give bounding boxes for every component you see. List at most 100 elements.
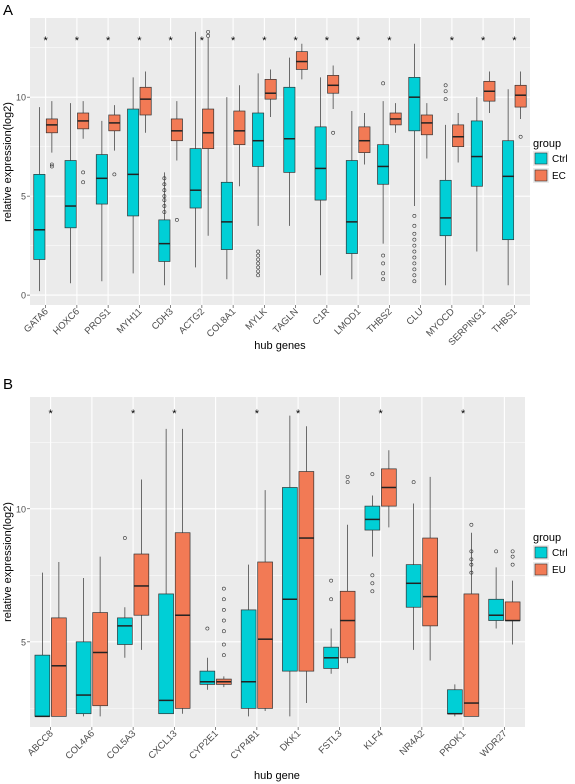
significance-mark: * <box>262 35 267 47</box>
panel-a-significance-marks: * * * * * * * * * * * * * * * <box>43 35 517 47</box>
outlier-point <box>381 261 386 266</box>
panel-b-boxes <box>34 415 521 718</box>
box-body <box>139 86 152 116</box>
outlier-point <box>443 89 448 94</box>
outlier-point <box>412 231 417 236</box>
box-body <box>283 86 296 173</box>
significance-mark: * <box>131 408 136 420</box>
box-ctrl-mylk <box>252 73 265 278</box>
box-eu-cyp2e1 <box>216 586 232 688</box>
significance-mark: * <box>481 35 486 47</box>
outlier-point <box>122 536 127 540</box>
outlier-point <box>510 554 515 559</box>
box-eu-nr4a2 <box>422 476 438 661</box>
x-tick-label: WDR27 <box>478 728 509 759</box>
panel-a-x-axis-title: hub genes <box>254 340 306 352</box>
x-tick-label: COL4A6 <box>63 728 97 762</box>
box-ctrl-c1r <box>314 77 327 276</box>
box-body <box>345 160 358 254</box>
box-eu-wdr27 <box>504 549 521 645</box>
box-body <box>95 154 108 205</box>
x-tick-label: CYP4B1 <box>228 728 262 762</box>
panel-b-legend-swatch-ctrl <box>534 546 548 559</box>
outlier-point <box>331 130 336 135</box>
outlier-point <box>370 581 375 586</box>
box-ec-myh11 <box>139 71 152 133</box>
box-body <box>158 219 171 262</box>
x-tick-label: LMOD1 <box>332 306 363 337</box>
panel-b-significance-marks: * * * * * * * <box>48 408 466 420</box>
significance-mark: * <box>450 35 455 47</box>
box-ec-gata6 <box>45 101 58 169</box>
significance-mark: * <box>75 35 80 47</box>
box-ctrl-myh11 <box>127 77 140 274</box>
outlier-point <box>221 629 226 634</box>
outlier-point <box>381 81 386 86</box>
box-ctrl-actg2 <box>189 31 202 268</box>
box-ec-c1r <box>327 65 340 135</box>
outlier-point <box>469 557 474 562</box>
y-tick-label: 0 <box>21 291 26 301</box>
box-ctrl-hoxc6 <box>64 103 77 284</box>
outlier-point <box>412 249 417 254</box>
x-tick-label: COL5A3 <box>105 728 139 762</box>
outlier-point <box>81 180 86 185</box>
outlier-point <box>221 608 226 612</box>
box-body <box>364 505 381 531</box>
outlier-point <box>206 29 211 34</box>
panel-b-y-tick-labels: 5 10 <box>16 504 30 647</box>
box-body <box>202 108 215 149</box>
box-ctrl-gata6 <box>33 107 46 292</box>
box-ec-myocd <box>452 113 465 163</box>
panel-a-y-tick-labels: 0 5 10 <box>16 93 30 301</box>
box-eu-cyp4b1 <box>257 490 273 712</box>
x-tick-label: GATA6 <box>22 306 51 335</box>
box-ctrl-cdh3 <box>158 172 171 286</box>
box-body <box>358 126 371 153</box>
y-tick-label: 10 <box>16 93 26 103</box>
box-body <box>117 617 133 645</box>
box-body <box>51 617 67 717</box>
outlier-point <box>81 170 86 175</box>
outlier-point <box>412 237 417 242</box>
box-ctrl-col4a6 <box>75 577 92 717</box>
outlier-point <box>381 277 386 282</box>
outlier-point <box>510 562 515 567</box>
outlier-point <box>518 134 523 139</box>
outlier-point <box>256 273 261 278</box>
significance-mark: * <box>168 35 173 47</box>
outlier-point <box>469 562 474 567</box>
panel-b-x-axis-title: hub gene <box>254 770 300 782</box>
box-body <box>504 601 521 621</box>
outlier-point <box>256 261 261 266</box>
panel-b-legend-label-ctrl: Ctrl <box>552 548 568 559</box>
y-tick-label: 10 <box>16 504 26 514</box>
x-tick-label: ABCC8 <box>26 728 56 758</box>
panel-a-legend-label-ec: EC <box>552 171 566 182</box>
significance-mark: * <box>43 35 48 47</box>
significance-mark: * <box>231 35 236 47</box>
panel-a-legend: group Ctrl EC <box>533 138 568 183</box>
panel-a-legend-title: group <box>533 138 561 150</box>
panel-a-y-axis-title: relative expression(log2) <box>2 102 14 222</box>
panel-b-legend: group Ctrl EU <box>533 532 568 577</box>
outlier-point <box>443 97 448 102</box>
panel-b-y-axis-title: relative expression(log2) <box>2 502 14 622</box>
panel-b-plot-background <box>30 397 525 727</box>
box-eu-cxcl13 <box>174 428 191 714</box>
outlier-point <box>494 549 499 554</box>
panel-b-gridlines <box>30 397 525 727</box>
box-ec-serping1 <box>483 71 496 114</box>
box-eu-dkk1 <box>298 426 315 704</box>
box-ec-hoxc6 <box>77 101 90 185</box>
significance-mark: * <box>172 408 177 420</box>
x-tick-label: CLU <box>405 306 426 327</box>
box-body <box>158 593 174 715</box>
x-tick-label: ACTG2 <box>177 306 207 336</box>
box-body <box>233 110 246 146</box>
panel-b: B * * * * * * * 510 ABCC8 COL4A6 COL5A3 CXCL13 CYP… <box>2 376 568 782</box>
x-tick-label: DKK1 <box>278 728 303 753</box>
outlier-point <box>370 589 375 594</box>
box-body <box>45 118 58 134</box>
